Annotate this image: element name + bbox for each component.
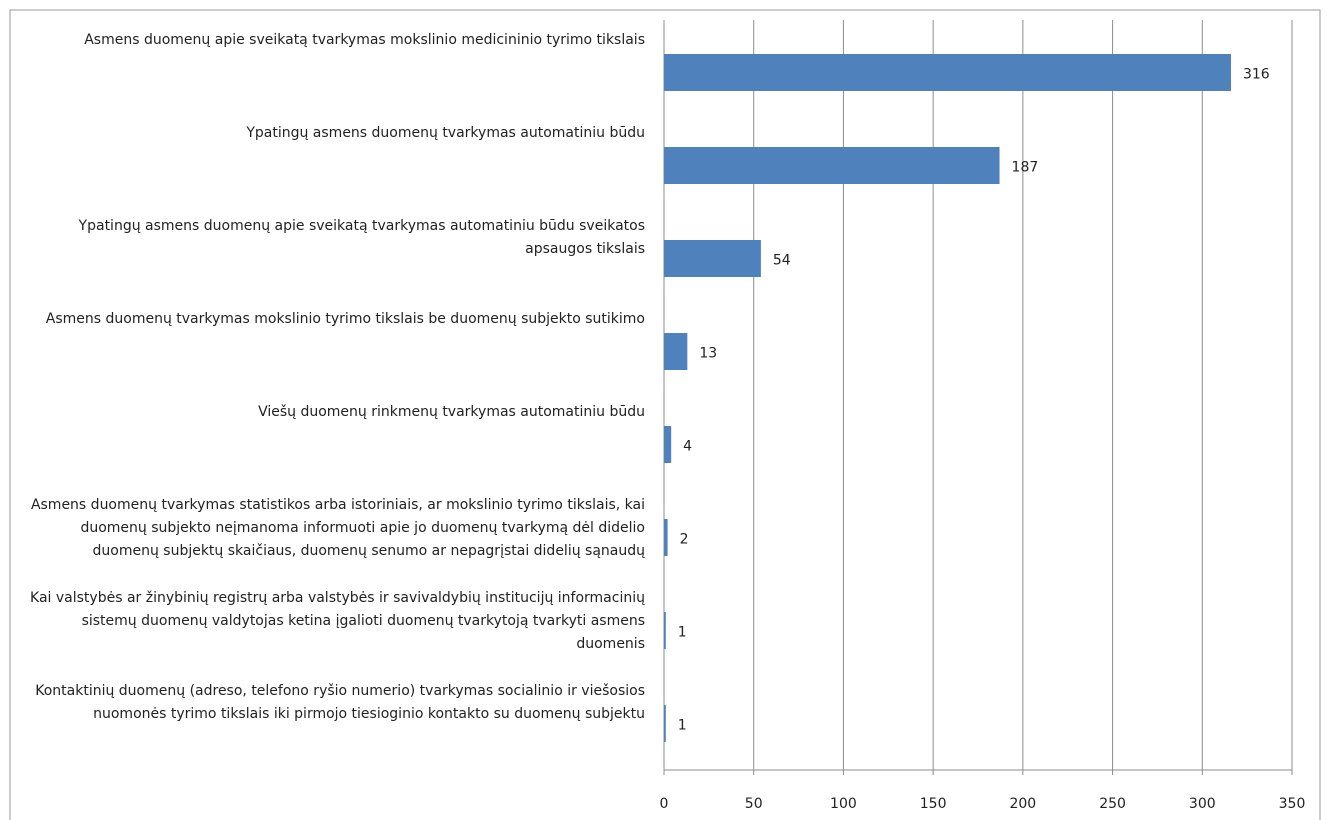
x-tick-label: 200: [1009, 796, 1036, 812]
x-tick-label: 100: [830, 796, 857, 812]
value-label: 187: [1012, 160, 1039, 176]
category-label: Viešų duomenų rinkmenų tvarkymas automat…: [258, 404, 645, 420]
bar: [664, 705, 666, 742]
category-label: Kontaktinių duomenų (adreso, telefono ry…: [35, 683, 645, 722]
value-label: 4: [683, 439, 692, 455]
chart-border: [9, 9, 1321, 820]
value-label: 2: [680, 532, 689, 548]
category-label: Asmens duomenų tvarkymas statistikos arb…: [30, 497, 645, 559]
category-label: Ypatingų asmens duomenų tvarkymas automa…: [246, 125, 645, 141]
value-label: 54: [773, 253, 791, 269]
x-tick-label: 150: [920, 796, 947, 812]
category-label: Ypatingų asmens duomenų apie sveikatą tv…: [78, 218, 645, 257]
x-tick-label: 250: [1099, 796, 1126, 812]
category-label: Kai valstybės ar žinybinių registrų arba…: [30, 590, 645, 652]
value-label: 13: [699, 346, 717, 362]
bar: [664, 240, 761, 277]
bar: [664, 333, 688, 370]
bar: [664, 519, 668, 556]
category-label: Asmens duomenų apie sveikatą tvarkymas m…: [84, 32, 645, 48]
bar: [664, 426, 672, 463]
bar: [664, 147, 1000, 184]
x-tick-label: 350: [1279, 796, 1306, 812]
bar: [664, 54, 1231, 91]
bar: [664, 612, 666, 649]
value-label: 1: [678, 625, 687, 641]
value-label: 316: [1243, 67, 1270, 83]
value-label: 1: [678, 718, 687, 734]
category-label: Asmens duomenų tvarkymas mokslinio tyrim…: [45, 311, 645, 327]
x-tick-label: 300: [1189, 796, 1216, 812]
x-tick-label: 50: [745, 796, 763, 812]
x-tick-label: 0: [660, 796, 669, 812]
